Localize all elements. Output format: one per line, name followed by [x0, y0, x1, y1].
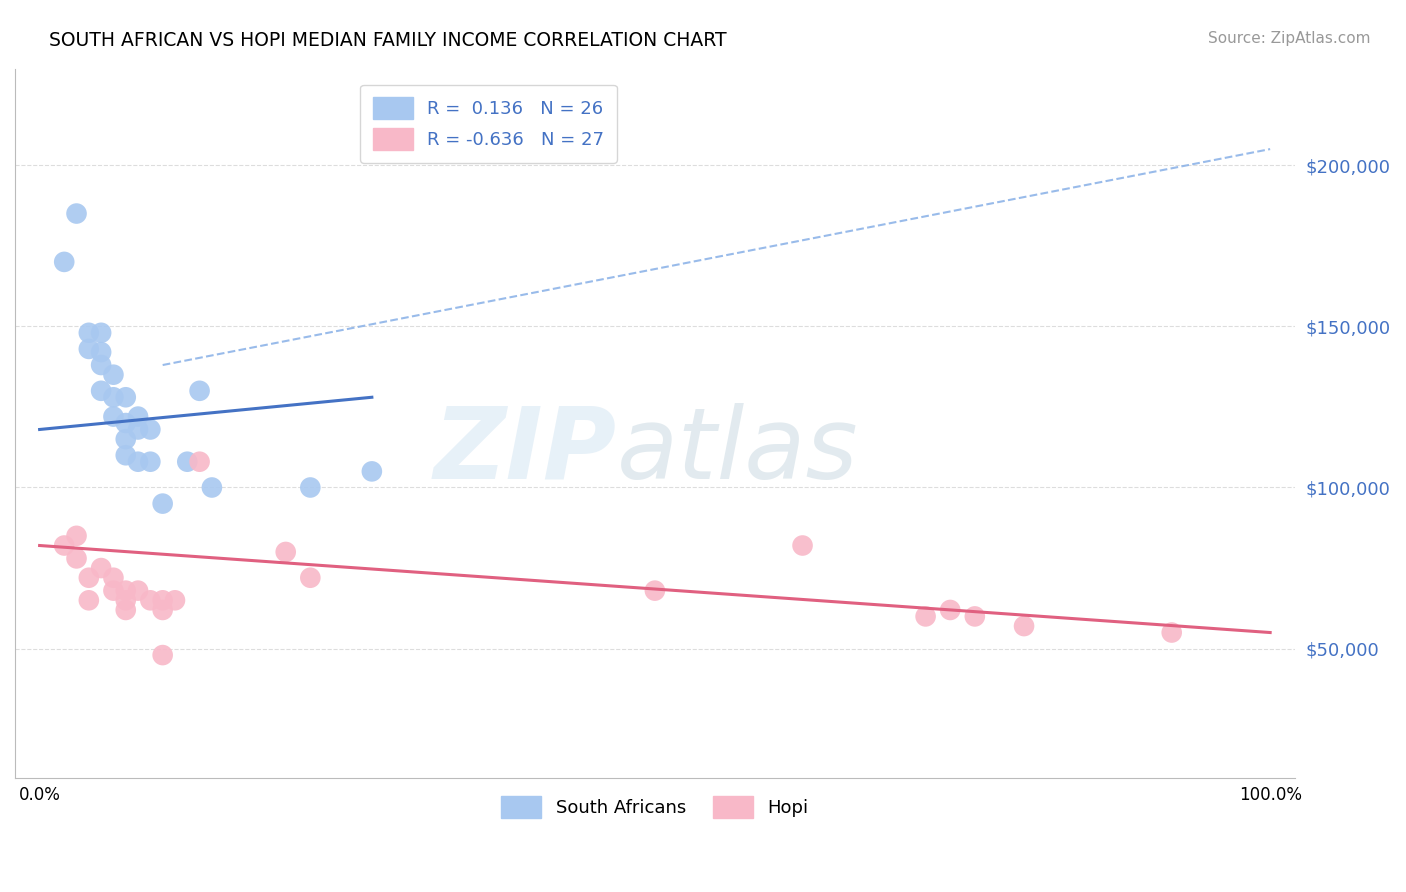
- Point: [792, 539, 814, 553]
- Point: [77, 342, 100, 356]
- Text: Source: ZipAtlas.com: Source: ZipAtlas.com: [1208, 31, 1371, 46]
- Point: [114, 390, 136, 404]
- Point: [1012, 619, 1035, 633]
- Point: [77, 593, 100, 607]
- Point: [65, 551, 87, 566]
- Point: [103, 390, 125, 404]
- Point: [90, 358, 112, 372]
- Point: [114, 432, 136, 446]
- Point: [103, 583, 125, 598]
- Point: [139, 422, 162, 436]
- Point: [90, 384, 112, 398]
- Legend: South Africans, Hopi: South Africans, Hopi: [495, 789, 815, 825]
- Point: [114, 593, 136, 607]
- Point: [77, 571, 100, 585]
- Point: [90, 326, 112, 340]
- Point: [1160, 625, 1182, 640]
- Point: [90, 345, 112, 359]
- Point: [127, 455, 149, 469]
- Point: [299, 571, 322, 585]
- Point: [152, 648, 174, 662]
- Text: ZIP: ZIP: [433, 403, 616, 500]
- Point: [127, 422, 149, 436]
- Point: [114, 416, 136, 430]
- Point: [644, 583, 666, 598]
- Point: [201, 481, 224, 495]
- Point: [360, 464, 382, 478]
- Point: [114, 603, 136, 617]
- Point: [274, 545, 297, 559]
- Point: [90, 561, 112, 575]
- Point: [65, 529, 87, 543]
- Point: [127, 583, 149, 598]
- Point: [53, 255, 76, 269]
- Point: [176, 455, 198, 469]
- Point: [152, 497, 174, 511]
- Point: [163, 593, 186, 607]
- Point: [114, 448, 136, 462]
- Point: [963, 609, 986, 624]
- Point: [77, 326, 100, 340]
- Point: [939, 603, 962, 617]
- Point: [188, 384, 211, 398]
- Point: [139, 455, 162, 469]
- Text: atlas: atlas: [616, 403, 858, 500]
- Point: [139, 593, 162, 607]
- Point: [114, 583, 136, 598]
- Text: SOUTH AFRICAN VS HOPI MEDIAN FAMILY INCOME CORRELATION CHART: SOUTH AFRICAN VS HOPI MEDIAN FAMILY INCO…: [49, 31, 727, 50]
- Point: [188, 455, 211, 469]
- Point: [152, 603, 174, 617]
- Point: [65, 206, 87, 220]
- Point: [152, 593, 174, 607]
- Point: [53, 539, 76, 553]
- Point: [103, 409, 125, 424]
- Point: [127, 409, 149, 424]
- Point: [914, 609, 936, 624]
- Point: [103, 368, 125, 382]
- Point: [103, 571, 125, 585]
- Point: [299, 481, 322, 495]
